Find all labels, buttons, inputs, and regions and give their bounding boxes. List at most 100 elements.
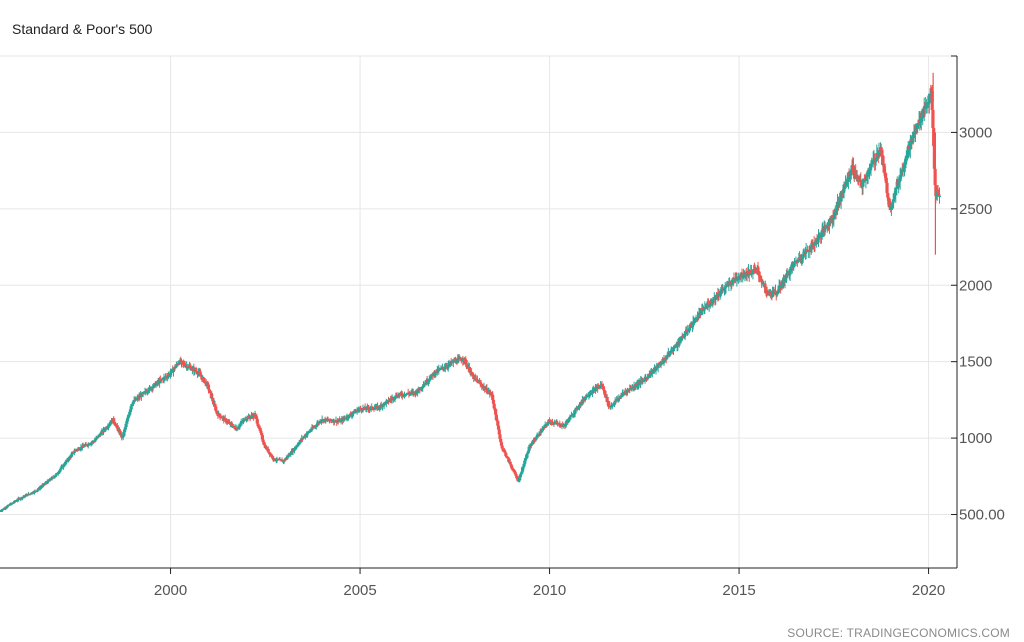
candle-down [116, 427, 120, 431]
candle-up [274, 460, 278, 462]
candle-up [103, 429, 107, 431]
candle-up [861, 182, 865, 187]
candle-up [90, 442, 94, 444]
candle-down [477, 381, 482, 383]
candle-up [537, 434, 541, 436]
candle-up [910, 137, 915, 142]
candle-down [260, 432, 264, 436]
candle-up [903, 161, 907, 164]
candle-down [756, 267, 760, 272]
candle-up [426, 381, 430, 383]
candle-up [123, 427, 127, 430]
candle-up [927, 98, 931, 104]
candle-down [887, 200, 891, 208]
candle-up [569, 415, 573, 417]
candle-up [4, 507, 8, 509]
candle-down [504, 455, 509, 457]
candle-up [284, 458, 288, 460]
candle-up [308, 430, 313, 432]
candle-down [223, 418, 227, 420]
candle-up [722, 288, 727, 290]
candle-down [857, 177, 861, 179]
candle-up [699, 310, 703, 315]
candle-up [523, 458, 528, 461]
candle-up [593, 387, 598, 392]
candle-down [211, 401, 216, 404]
candle-up [868, 167, 872, 170]
candle-up [835, 210, 839, 212]
candle-down [859, 179, 863, 183]
candle-up [354, 411, 359, 413]
candle-up [154, 383, 158, 387]
candle-up [4, 507, 9, 509]
candle-up [433, 373, 437, 376]
candle-up [844, 181, 848, 187]
candle-up [421, 387, 425, 389]
candle-up [40, 485, 44, 487]
candle-up [572, 413, 576, 415]
candle-up [393, 398, 397, 400]
candle-down [550, 421, 555, 424]
candle-up [612, 402, 617, 405]
candle-up [687, 328, 692, 331]
candle-up [0, 510, 4, 512]
candle-down [886, 192, 890, 198]
candle-up [866, 174, 870, 177]
candle-up [107, 424, 111, 426]
candles [0, 72, 942, 513]
candle-up [564, 421, 568, 424]
candle-up [238, 424, 242, 427]
candle-up [553, 422, 557, 424]
candle-up [723, 287, 727, 289]
candle-up [620, 393, 625, 396]
candle-down [740, 272, 744, 278]
candle-down [424, 383, 428, 385]
candle-down [501, 448, 505, 450]
candle-up [239, 422, 243, 424]
candle-up [526, 450, 531, 453]
candle-up [688, 326, 692, 329]
candle-up [787, 274, 791, 276]
candle-down [180, 360, 184, 362]
candle-up [301, 437, 305, 439]
candle-up [456, 359, 460, 363]
candle-down [533, 440, 537, 442]
candle-up [22, 496, 26, 498]
candle-up [88, 443, 92, 445]
candle-up [427, 379, 431, 381]
candle-up [839, 198, 843, 202]
candle-down [254, 416, 259, 420]
candle-up [314, 425, 318, 427]
candle-up [291, 449, 295, 453]
candle-down [115, 425, 119, 428]
candle-up [719, 290, 724, 292]
candle-down [547, 420, 552, 422]
candle-up [889, 207, 894, 210]
candle-up [525, 453, 529, 458]
candle-up [837, 201, 841, 205]
candle-up [668, 351, 673, 353]
candle-down [459, 358, 463, 360]
candle-up [289, 451, 294, 454]
candle-down [470, 372, 474, 376]
candle-up [916, 123, 920, 129]
candle-down [236, 428, 240, 430]
candle-down [266, 448, 270, 452]
y-tick-label: 3000 [959, 124, 992, 141]
candle-down [372, 409, 376, 411]
candle-up [538, 431, 542, 435]
candle-up [64, 461, 68, 463]
candle-down [349, 415, 353, 417]
candle-up [382, 402, 386, 406]
candle-up [905, 150, 910, 159]
candle-down [759, 278, 763, 280]
candle-up [450, 362, 454, 364]
candle-up [659, 364, 663, 366]
candle-down [480, 384, 484, 387]
candle-down [364, 408, 368, 410]
candle-down [531, 443, 535, 445]
candle-up [534, 437, 539, 439]
candle-up [94, 437, 98, 440]
candle-up [922, 107, 926, 115]
candle-down [229, 422, 233, 425]
